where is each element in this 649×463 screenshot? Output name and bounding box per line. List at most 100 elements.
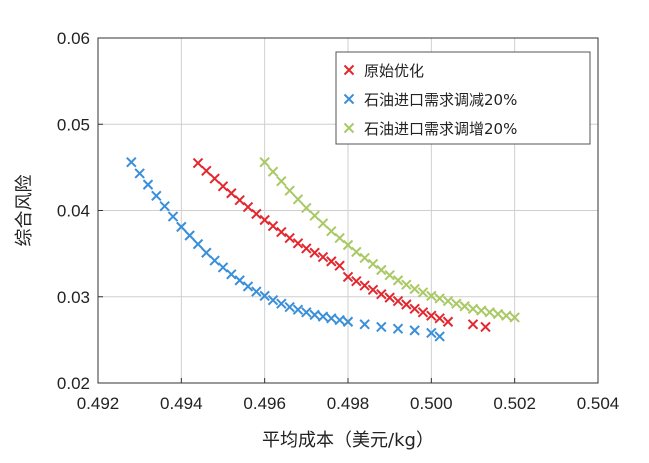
legend-label: 石油进口需求调增20% [364, 120, 517, 138]
data-point [142, 179, 154, 190]
data-point [467, 319, 479, 330]
data-point [251, 286, 262, 297]
data-point [434, 293, 445, 304]
data-point [376, 321, 387, 333]
data-point [334, 232, 345, 244]
data-point [451, 298, 462, 309]
data-point [292, 238, 304, 249]
data-point [467, 303, 479, 315]
data-point [309, 247, 320, 258]
data-point [342, 316, 354, 327]
data-point [401, 299, 412, 310]
data-point [217, 181, 229, 192]
data-point [434, 331, 445, 342]
data-point [417, 307, 429, 318]
data-point [351, 246, 362, 258]
data-point [367, 284, 379, 296]
legend-marker [343, 93, 355, 105]
data-point [392, 323, 404, 334]
data-point [376, 288, 387, 300]
data-point [226, 269, 237, 280]
data-point [301, 307, 312, 318]
data-point [367, 258, 379, 270]
data-point [176, 221, 187, 233]
legend-label: 原始优化 [364, 62, 424, 80]
data-point [384, 292, 395, 303]
data-point [167, 211, 179, 222]
x-tick-label: 0.496 [243, 394, 286, 413]
data-point [217, 262, 229, 273]
data-point [392, 295, 404, 307]
data-point [234, 275, 245, 286]
series-3-points [259, 156, 520, 323]
data-point [476, 305, 487, 316]
legend-marker [343, 122, 355, 134]
data-point [192, 238, 204, 250]
data-point [401, 279, 412, 290]
data-point [134, 168, 145, 179]
data-marks [126, 156, 520, 342]
y-tick-label: 0.06 [57, 29, 90, 48]
data-point [234, 194, 245, 206]
data-point [376, 264, 387, 276]
data-point [442, 316, 454, 327]
data-point [201, 247, 212, 258]
data-point [267, 220, 279, 232]
data-point [384, 269, 395, 281]
data-point [359, 252, 370, 264]
data-point [301, 202, 312, 214]
data-point [242, 201, 254, 213]
data-point [351, 276, 362, 287]
data-point [259, 156, 270, 168]
legend-box [335, 51, 591, 145]
data-point [326, 313, 337, 324]
data-point [334, 314, 345, 326]
data-point [259, 290, 270, 302]
data-point [426, 327, 437, 339]
data-point [459, 301, 470, 312]
data-point [359, 319, 370, 330]
data-point [184, 230, 195, 241]
y-tick-label: 0.05 [57, 115, 90, 134]
data-point [326, 225, 337, 237]
data-point [209, 255, 220, 266]
data-point [284, 185, 295, 196]
data-point [484, 307, 495, 318]
data-point [284, 301, 295, 313]
data-point [342, 271, 354, 283]
legend-marker [343, 64, 355, 76]
data-point [151, 190, 162, 202]
data-point [292, 194, 304, 205]
data-point [342, 239, 354, 251]
data-point [309, 210, 320, 221]
data-point [276, 298, 287, 309]
y-tick-label: 0.02 [57, 374, 90, 393]
data-point [209, 173, 220, 184]
data-point [201, 165, 212, 177]
data-point [242, 281, 254, 292]
data-point [492, 308, 504, 320]
data-point [192, 157, 204, 169]
legend-label: 石油进口需求调减20% [364, 91, 517, 109]
series-1-points [192, 157, 491, 333]
x-tick-label: 0.504 [577, 394, 620, 413]
data-point [501, 310, 512, 321]
data-point [226, 188, 237, 199]
x-axis-title: 平均成本（美元/kg） [262, 430, 434, 451]
data-point [284, 232, 295, 244]
data-point [251, 208, 262, 220]
data-point [392, 275, 404, 286]
data-point [317, 218, 329, 229]
data-point [267, 166, 279, 177]
y-tick-label: 0.03 [57, 288, 90, 307]
data-point [359, 280, 370, 291]
data-point [276, 175, 287, 187]
data-point [426, 290, 437, 302]
axis-ticks: 0.492 0.494 0.496 0.498 0.500 0.502 0.504 0.02 0… [57, 29, 619, 413]
data-point [409, 283, 420, 295]
data-point [409, 325, 420, 336]
data-point [259, 214, 270, 226]
